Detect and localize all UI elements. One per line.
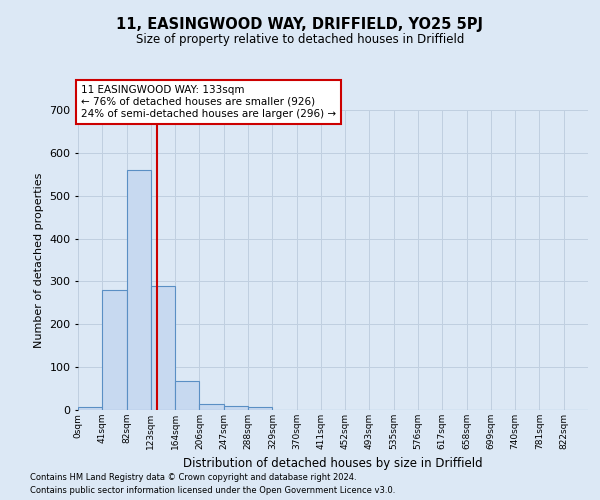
Bar: [102, 290, 127, 410]
Text: Contains public sector information licensed under the Open Government Licence v3: Contains public sector information licen…: [30, 486, 395, 495]
Bar: [175, 381, 199, 410]
Text: Contains HM Land Registry data © Crown copyright and database right 2024.: Contains HM Land Registry data © Crown c…: [30, 474, 356, 482]
Text: 11 EASINGWOOD WAY: 133sqm
← 76% of detached houses are smaller (926)
24% of semi: 11 EASINGWOOD WAY: 133sqm ← 76% of detac…: [81, 86, 336, 118]
Text: Size of property relative to detached houses in Driffield: Size of property relative to detached ho…: [136, 32, 464, 46]
Text: 11, EASINGWOOD WAY, DRIFFIELD, YO25 5PJ: 11, EASINGWOOD WAY, DRIFFIELD, YO25 5PJ: [116, 18, 484, 32]
X-axis label: Distribution of detached houses by size in Driffield: Distribution of detached houses by size …: [183, 458, 483, 470]
Bar: [127, 170, 151, 410]
Bar: [224, 406, 248, 410]
Bar: [199, 404, 224, 410]
Bar: [151, 286, 175, 410]
Bar: [78, 406, 102, 410]
Y-axis label: Number of detached properties: Number of detached properties: [34, 172, 44, 348]
Bar: [248, 406, 272, 410]
